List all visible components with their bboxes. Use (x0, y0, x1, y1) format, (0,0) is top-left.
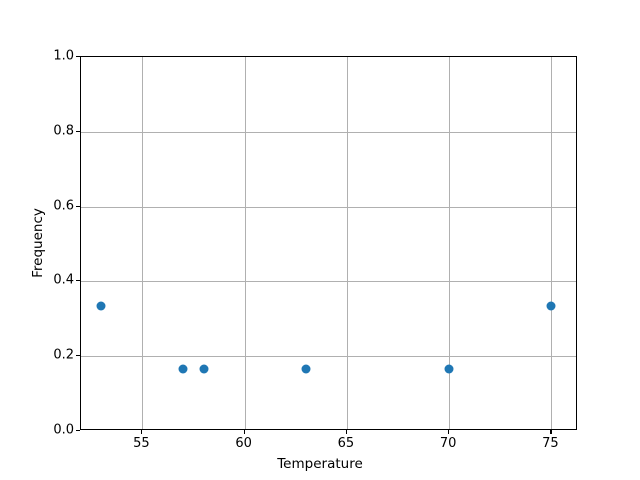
x-tick-label: 60 (235, 436, 252, 451)
gridline-horizontal (81, 281, 576, 283)
x-tick-label: 75 (542, 436, 559, 451)
gridline-vertical (346, 57, 348, 429)
y-tick-mark (76, 56, 80, 58)
x-tick-mark (550, 430, 552, 434)
gridline-vertical (244, 57, 246, 429)
y-tick-mark (76, 280, 80, 282)
y-tick-mark (76, 430, 80, 432)
plot-area (80, 56, 577, 430)
x-tick-mark (243, 430, 245, 434)
data-point (178, 364, 188, 374)
data-point (301, 364, 311, 374)
x-tick-mark (448, 430, 450, 434)
data-point (199, 364, 209, 374)
gridline-vertical (551, 57, 553, 429)
y-tick-label: 0.4 (53, 272, 74, 288)
y-tick-label: 0.0 (53, 422, 74, 438)
y-tick-mark (76, 130, 80, 132)
y-tick-label: 0.8 (53, 123, 74, 139)
x-tick-label: 55 (133, 436, 150, 451)
gridline-horizontal (81, 356, 576, 358)
gridline-horizontal (81, 131, 576, 133)
gridline-vertical (449, 57, 451, 429)
data-point (96, 301, 106, 311)
data-point (444, 364, 454, 374)
gridline-vertical (142, 57, 144, 429)
y-axis-label: Frequency (30, 208, 46, 278)
data-point (546, 301, 556, 311)
gridline-horizontal (81, 206, 576, 208)
y-tick-label: 0.2 (53, 347, 74, 363)
x-axis-label: Temperature (277, 456, 363, 472)
y-tick-mark (76, 355, 80, 357)
x-tick-label: 65 (337, 436, 355, 451)
x-tick-label: 70 (439, 436, 457, 451)
y-tick-label: 0.6 (53, 198, 74, 214)
y-tick-mark (76, 205, 80, 207)
x-tick-mark (141, 430, 143, 434)
y-tick-label: 1.0 (53, 48, 74, 64)
x-tick-mark (345, 430, 347, 434)
